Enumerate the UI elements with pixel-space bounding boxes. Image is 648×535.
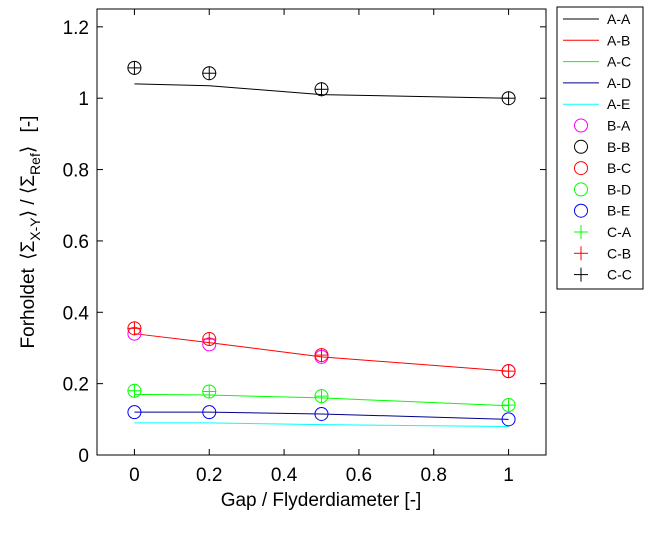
legend-label-c-b: C-B (607, 245, 631, 261)
y-tick-label: 1.2 (63, 18, 89, 39)
y-axis-label-num-sub: X-Y (27, 217, 43, 241)
y-axis-label-end-bracket: ⟩ (18, 146, 39, 153)
y-axis-label-den-sub: Ref (27, 153, 43, 175)
legend-label-a-c: A-C (607, 54, 631, 70)
legend-label-c-c: C-C (607, 267, 632, 283)
y-tick-label: 0.8 (63, 161, 89, 182)
legend-label-b-c: B-C (607, 160, 631, 176)
legend-label-b-a: B-A (607, 118, 631, 134)
y-tick-label: 0.6 (63, 232, 89, 253)
x-tick-label: 1 (503, 465, 514, 486)
y-axis-label-suffix: [-] (18, 116, 39, 133)
y-axis-label-open-bracket: ⟨Σ (18, 241, 39, 260)
legend-label-b-b: B-B (607, 139, 630, 155)
legend-label-b-d: B-D (607, 181, 631, 197)
y-axis-label: Forholdet ⟨ΣX-Y⟩ / ⟨ΣRef⟩ [-] (18, 116, 43, 349)
legend: A-A A-B A-C A-D A-E B-A B-B B-C B-D B-E C-A C-B C-C (557, 7, 643, 289)
y-tick-label: 0 (78, 446, 89, 467)
x-tick-label: 0 (129, 465, 140, 486)
legend-label-a-b: A-B (607, 32, 630, 48)
x-tick-label: 0.8 (421, 465, 447, 486)
y-axis-label-prefix: Forholdet (18, 267, 39, 348)
y-tick-label: 0.4 (63, 303, 90, 324)
plot-area (97, 9, 546, 455)
y-tick-label: 0.2 (63, 375, 89, 396)
x-tick-label: 0.2 (196, 465, 222, 486)
x-axis-label: Gap / Flyderdiameter [-] (221, 490, 422, 511)
legend-label-a-d: A-D (607, 75, 631, 91)
legend-label-c-a: C-A (607, 224, 632, 240)
legend-label-a-a: A-A (607, 11, 631, 27)
y-axis-label-close-bracket: ⟩ / ⟨Σ (18, 175, 39, 217)
x-tick-label: 0.6 (346, 465, 372, 486)
legend-label-a-e: A-E (607, 96, 630, 112)
x-tick-label: 0.4 (271, 465, 298, 486)
y-tick-label: 1 (78, 89, 89, 110)
legend-label-b-e: B-E (607, 203, 630, 219)
